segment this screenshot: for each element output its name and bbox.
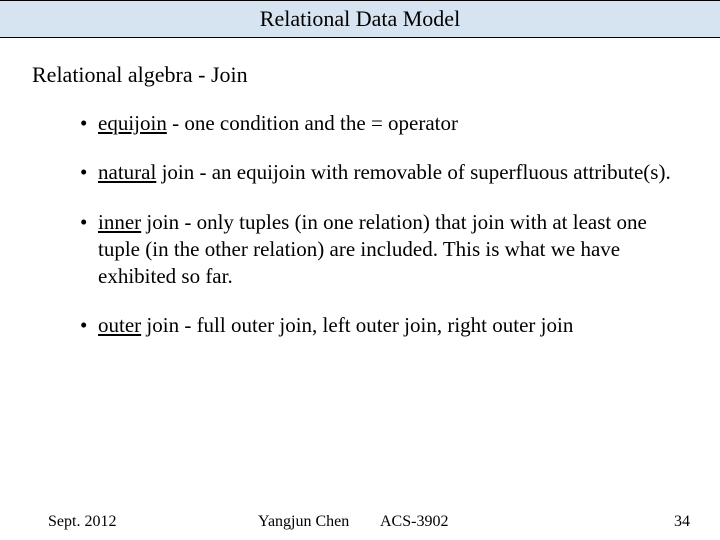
content-area: Relational algebra - Join equijoin - one…: [0, 38, 720, 340]
footer-date: Sept. 2012: [48, 513, 116, 531]
footer-course: ACS-3902: [380, 513, 448, 531]
bullet-term: inner: [98, 210, 141, 234]
page-title: Relational Data Model: [260, 6, 460, 32]
list-item: outer join - full outer join, left outer…: [80, 312, 688, 339]
bullet-term: outer: [98, 313, 141, 337]
bullet-list: equijoin - one condition and the = opera…: [32, 110, 688, 340]
bullet-text: join - full outer join, left outer join,…: [141, 313, 573, 337]
bullet-term: equijoin: [98, 111, 167, 135]
header-band: Relational Data Model: [0, 0, 720, 38]
section-title: Relational algebra - Join: [32, 62, 688, 88]
list-item: natural join - an equijoin with removabl…: [80, 159, 688, 186]
footer-author: Yangjun Chen: [258, 513, 349, 531]
list-item: inner join - only tuples (in one relatio…: [80, 209, 688, 291]
list-item: equijoin - one condition and the = opera…: [80, 110, 688, 137]
bullet-text: join - an equijoin with removable of sup…: [156, 160, 670, 184]
bullet-text: join - only tuples (in one relation) tha…: [98, 210, 647, 289]
bullet-term: natural: [98, 160, 156, 184]
footer-page: 34: [674, 513, 690, 531]
bullet-text: - one condition and the = operator: [167, 111, 458, 135]
